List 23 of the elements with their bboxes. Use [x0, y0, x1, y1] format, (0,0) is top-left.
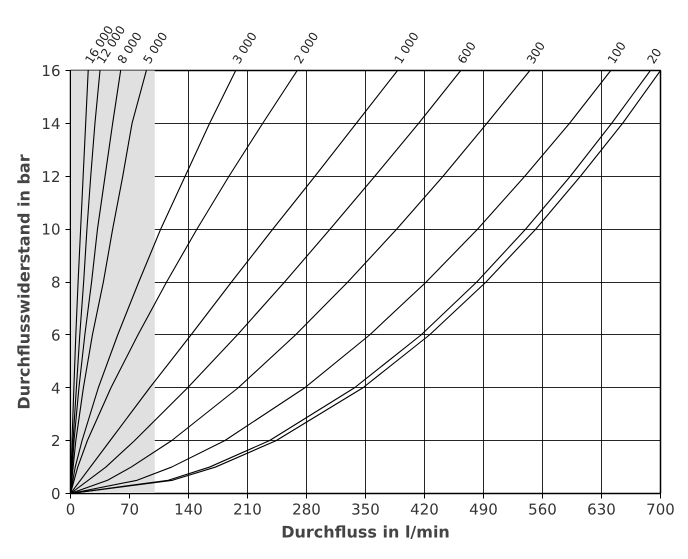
y-tick-label: 12	[41, 168, 61, 186]
x-tick-label: 630	[587, 500, 616, 518]
x-tick-label: 70	[120, 500, 140, 518]
x-tick-label: 210	[233, 500, 262, 518]
y-tick-label: 0	[50, 485, 61, 503]
y-tick-label: 16	[41, 62, 61, 80]
x-tick-label: 420	[410, 500, 439, 518]
y-axis-title: Durchflusswiderstand in bar	[14, 154, 34, 410]
y-tick-label: 4	[50, 379, 61, 398]
y-tick-label: 8	[50, 274, 61, 292]
x-tick-label: 0	[66, 500, 76, 518]
x-tick-label: 560	[528, 500, 557, 518]
y-tick-label: 2	[50, 432, 61, 450]
x-tick-label: 350	[351, 500, 380, 518]
x-axis-title: Durchfluss in l/min	[281, 522, 450, 542]
y-tick-label: 14	[41, 114, 61, 133]
y-tick-label: 10	[41, 220, 61, 239]
x-tick-label: 700	[646, 500, 675, 518]
text: 20	[644, 46, 664, 66]
x-tick-label: 280	[292, 500, 321, 518]
y-tick-label: 6	[50, 326, 61, 344]
x-tick-label: 140	[174, 500, 203, 518]
x-tick-label: 490	[469, 500, 498, 518]
